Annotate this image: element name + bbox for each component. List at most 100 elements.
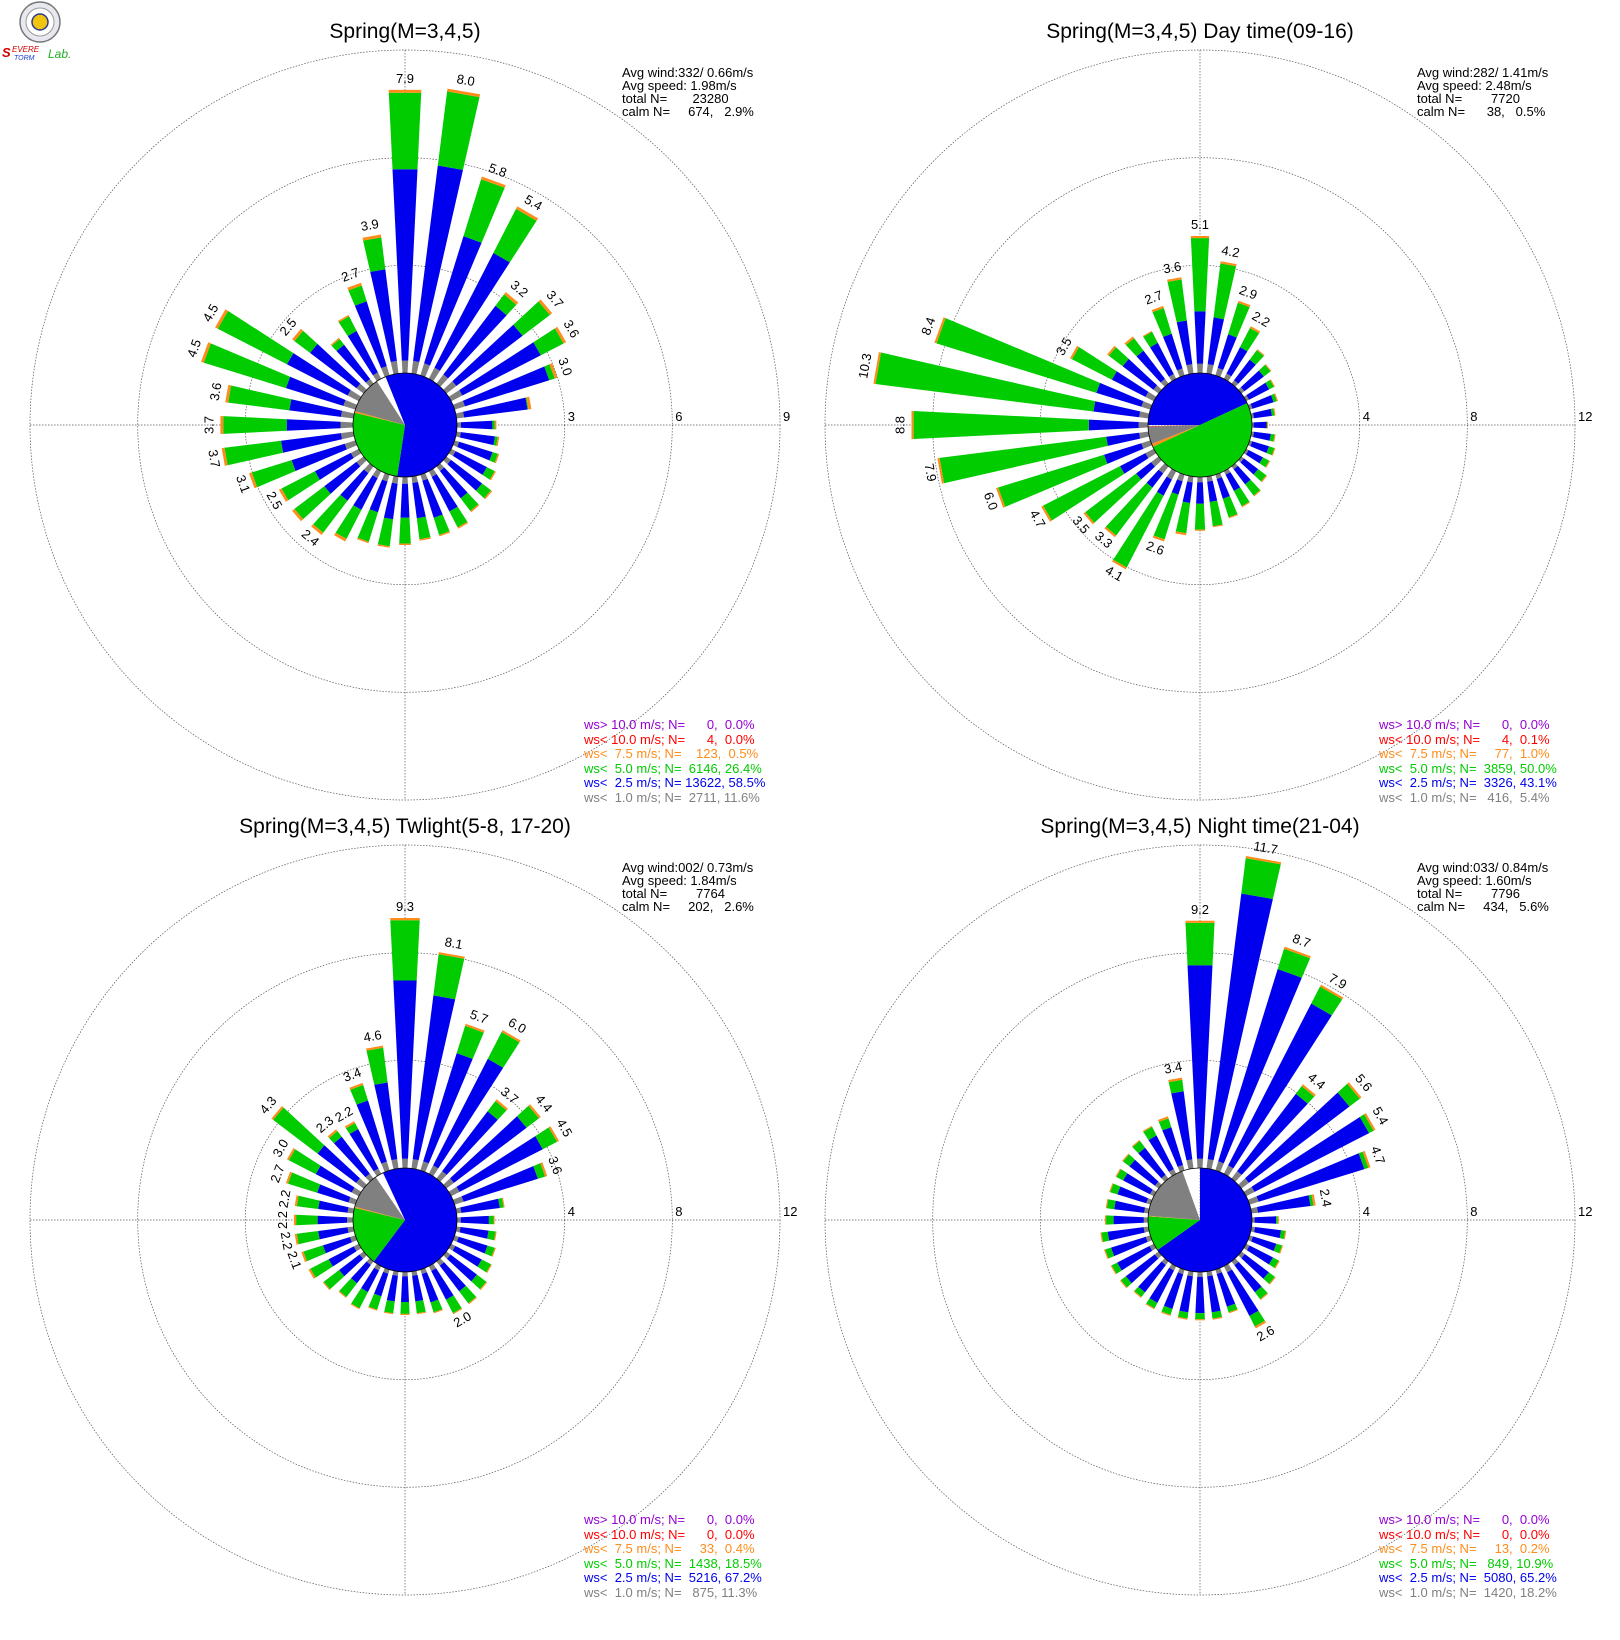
petal-segment-lt5 [487,1230,496,1241]
pie-slice-lt5 [1152,403,1252,477]
petal-total-label: 3.6 [545,1154,565,1176]
petal-segment-lt2_5 [456,1136,543,1192]
petal-segment-lt7_5 [1273,408,1276,416]
petal-segment-lt1 [1151,456,1162,467]
petal-segment-lt2_5 [1237,1093,1308,1175]
petal-total-label: 6.0 [981,490,1001,512]
petal-segment-lt7_5 [1274,393,1278,402]
petal-segment-lt2_5 [1148,1135,1174,1172]
petal-segment-lt5 [484,1245,495,1257]
petal-segment-lt2_5 [461,1166,538,1202]
petal-segment-lt2_5 [354,301,387,369]
petal-segment-lt7_5 [292,508,304,522]
petal-segment-lt2_5 [439,1262,466,1292]
petal-segment-lt1 [420,1161,429,1173]
petal-segment-lt2_5 [456,1236,488,1254]
petal-segment-lt2_5 [401,1276,409,1302]
petal-segment-lt7_5 [1228,514,1238,519]
petal-total-label: 2.6 [1144,538,1166,558]
petal-segment-lt2_5 [374,1082,398,1161]
petal-segment-lt5 [1111,1262,1122,1274]
petal-total-label: 8.0 [456,71,476,89]
petal-segment-lt7_5 [1279,1245,1284,1254]
petal-segment-lt5 [1146,1298,1158,1309]
petal-segment-lt1 [343,400,358,410]
calm-n: calm N= 674, 2.9% [622,104,754,119]
petal-segment-lt5 [437,91,480,170]
petal-segment-lt2_5 [1240,370,1264,392]
petal-segment-lt7_5 [419,537,431,541]
petal-total-label: 3.7 [202,416,217,434]
petal-segment-lt7_5 [1175,531,1187,536]
petal-segment-lt2_5 [412,1274,424,1302]
petal-segment-lt1 [1144,1207,1150,1214]
petal-segment-lt5 [1226,1303,1238,1313]
petal-segment-lt7_5 [538,299,553,315]
legend-entry: ws< 10.0 m/s; N= 0, 0.0% [1379,1526,1550,1542]
petal-segment-lt1 [456,422,461,428]
petal-segment-lt2_5 [339,1254,364,1277]
petal-segment-lt2_5 [317,1145,360,1183]
petal-segment-lt1 [452,1196,464,1205]
petal-segment-lt7_5 [349,1082,364,1090]
petal-segment-lt7_5 [368,1306,378,1311]
petal-segment-lt2_5 [392,169,418,361]
petal-segment-lt5 [1254,1286,1268,1300]
petal-segment-lt5 [493,436,498,446]
petal-segment-lt1 [1250,1226,1256,1233]
petal-segment-lt5 [296,1231,320,1245]
petal-segment-lt7_5 [347,282,362,291]
petal-segment-lt2_5 [1217,334,1237,370]
petal-segment-lt5 [217,310,294,365]
petal-segment-lt7_5 [366,1045,384,1051]
panel-title: Spring(M=3,4,5) Twlight(5-8, 17-20) [239,815,571,838]
petal-segment-lt7_5 [481,176,506,188]
avg-speed: Avg speed: 2.48m/s [1417,78,1532,93]
petal-segment-lt7_5 [286,1148,296,1161]
petal-segment-lt1 [1231,463,1238,470]
petal-total-label: 3.4 [1163,1059,1183,1077]
petal-segment-lt7_5 [1041,505,1052,522]
petal-segment-lt7_5 [1157,1116,1169,1122]
petal-segment-lt7_5 [377,544,390,548]
petal-segment-lt1 [1141,401,1153,410]
petal-segment-lt2_5 [1107,1227,1145,1241]
petal-segment-lt7_5 [516,206,539,221]
ring-label: 4 [1363,409,1370,424]
petal-segment-lt5 [384,1300,395,1314]
petal-segment-lt2_5 [443,305,507,379]
petal-segment-lt7_5 [357,537,369,544]
petal-segment-lt7_5 [1269,1276,1276,1285]
petal-segment-lt5 [533,1163,546,1179]
petal-total-label: 5.1 [1191,217,1209,232]
petal-segment-lt7_5 [1112,559,1127,570]
petal-segment-lt1 [351,1187,362,1197]
petal-segment-lt1 [1206,475,1213,482]
petal-segment-lt5 [1101,1231,1110,1242]
petal-segment-lt1 [1139,411,1150,419]
petal-segment-lt5 [495,294,517,316]
ring-label: 4 [1363,1204,1370,1219]
petal-segment-lt2_5 [1088,419,1139,431]
petal-segment-lt7_5 [1122,1153,1130,1162]
petal-segment-lt7_5 [1271,448,1276,456]
petal-segment-lt7_5 [1177,1316,1188,1320]
petal-segment-lt1 [344,440,358,450]
petal-segment-lt2_5 [1122,358,1158,390]
petal-segment-lt2_5 [459,1227,489,1239]
petal-total-label: 2.2 [278,1231,296,1251]
petal-segment-lt7_5 [1105,1198,1109,1209]
petal-segment-lt7_5 [1194,529,1206,531]
petal-segment-lt7_5 [1265,364,1272,372]
stats-box: Avg wind:282/ 1.41m/s Avg speed: 2.48m/s… [1417,66,1602,118]
petal-segment-lt5 [313,494,348,533]
petal-segment-lt5 [433,954,465,1000]
petal-segment-lt1 [1223,468,1231,475]
petal-segment-lt5 [1211,1310,1222,1319]
petal-segment-lt1 [1177,472,1185,482]
petal-segment-lt1 [1143,1217,1149,1223]
petal-total-label: 7.9 [922,462,940,482]
petal-segment-lt5 [1194,503,1206,530]
petal-segment-lt5 [1265,379,1274,390]
petal-total-label: 8.7 [1291,931,1313,951]
